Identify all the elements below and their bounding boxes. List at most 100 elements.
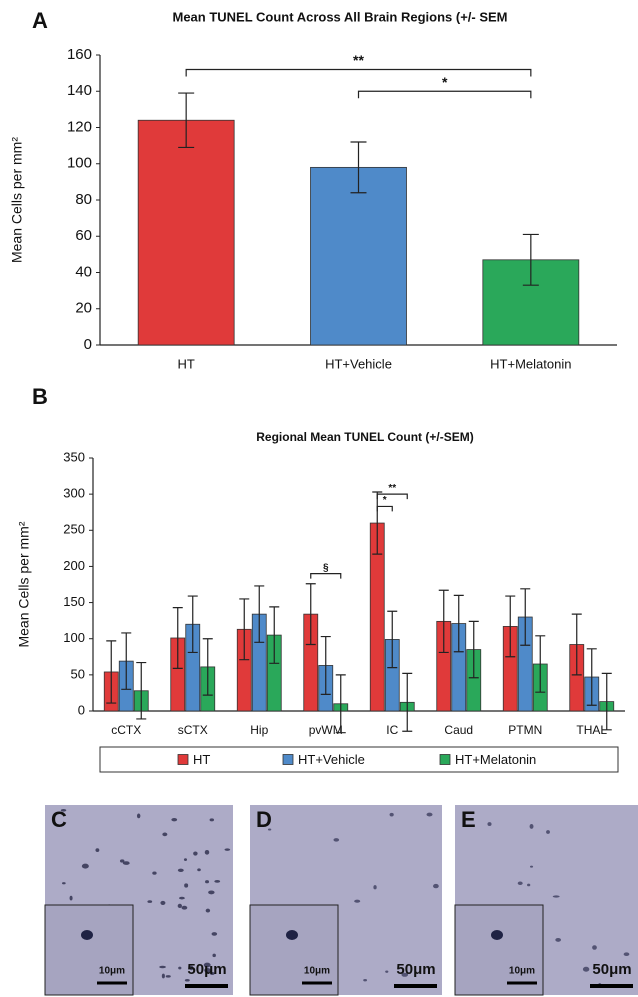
cell: [193, 851, 198, 856]
significance-label: **: [388, 483, 396, 494]
cell: [159, 965, 166, 969]
error-bar: [453, 594, 464, 653]
cell: [401, 972, 409, 977]
cell: [214, 880, 221, 883]
y-tick-label: 50: [71, 666, 85, 681]
cell: [546, 830, 550, 834]
cell: [181, 905, 188, 910]
error-bar: [520, 588, 531, 646]
y-tick-label: 0: [84, 336, 92, 353]
significance-label: *: [442, 74, 448, 90]
y-tick-label: 100: [67, 155, 92, 172]
micrograph: E 10μm 50μm: [454, 805, 638, 996]
error-bar: [586, 648, 597, 706]
error-bar: [178, 92, 195, 149]
legend-label: HT+Vehicle: [298, 752, 365, 767]
cell: [426, 812, 433, 817]
legend-swatch: [439, 754, 451, 765]
significance-label: §: [323, 562, 329, 573]
cell: [147, 900, 153, 903]
error-bar: [505, 595, 516, 658]
legend-swatch: [177, 754, 189, 765]
y-tick-label: 100: [63, 630, 85, 645]
inset-cell: [81, 930, 93, 940]
panel-label: A: [32, 8, 48, 33]
legend-label: HT+Melatonin: [455, 752, 536, 767]
x-tick-label: sCTX: [178, 723, 208, 737]
cell: [203, 962, 211, 968]
error-bar: [172, 607, 183, 669]
cell: [354, 899, 361, 903]
cell: [161, 973, 165, 979]
cell: [208, 890, 215, 895]
cell: [81, 863, 89, 869]
error-bar: [372, 491, 383, 555]
error-bar: [402, 672, 413, 732]
micrograph-label: E: [461, 807, 476, 832]
y-tick-label: 250: [63, 522, 85, 537]
cell: [184, 978, 190, 982]
cell: [555, 937, 561, 942]
cell: [529, 824, 534, 829]
chart-title: Mean TUNEL Count Across All Brain Region…: [172, 9, 507, 24]
cell: [160, 900, 166, 905]
error-bar: [239, 598, 250, 661]
cell: [95, 848, 100, 852]
cell: [205, 908, 211, 913]
x-tick-label: THAL: [576, 723, 607, 737]
error-bar: [320, 635, 331, 695]
cell: [592, 945, 597, 950]
error-bar: [202, 638, 213, 696]
cell: [62, 882, 66, 885]
cell: [179, 896, 185, 900]
inset-scale-label: 10μm: [99, 966, 125, 977]
error-bar: [438, 589, 449, 654]
y-tick-label: 20: [75, 300, 92, 317]
cell: [530, 865, 534, 868]
error-bar: [269, 606, 280, 664]
cell: [487, 822, 492, 827]
cell: [136, 813, 141, 819]
error-bar: [522, 233, 539, 286]
y-tick-label: 40: [75, 263, 92, 280]
x-tick-label: HT+Melatonin: [490, 356, 571, 371]
inset-scale-label: 10μm: [509, 966, 535, 977]
x-tick-label: IC: [386, 723, 398, 737]
y-tick-label: 200: [63, 558, 85, 573]
x-tick-label: cCTX: [111, 723, 141, 737]
y-tick-label: 120: [67, 118, 92, 135]
scale-label: 50μm: [187, 961, 226, 978]
cell: [197, 868, 201, 872]
cell: [171, 817, 178, 822]
significance-bracket: [310, 573, 342, 579]
cell: [552, 895, 560, 898]
micrograph-label: C: [51, 807, 67, 832]
cell: [582, 966, 590, 972]
inset-scale-label: 10μm: [304, 966, 330, 977]
error-bar: [254, 585, 265, 643]
cell: [385, 970, 389, 973]
cell: [177, 903, 182, 909]
significance-bracket: [376, 493, 408, 500]
error-bar: [601, 672, 612, 731]
error-bar: [335, 674, 346, 734]
cell: [209, 818, 215, 822]
cell: [69, 895, 73, 901]
error-bar: [350, 141, 367, 194]
cell: [122, 861, 130, 865]
cell: [373, 885, 377, 890]
y-tick-label: 60: [75, 227, 92, 244]
cell: [184, 883, 189, 888]
error-bar: [387, 610, 398, 669]
cell: [333, 838, 340, 842]
cell: [162, 832, 168, 837]
panel-label: B: [32, 384, 48, 409]
error-bar: [468, 620, 479, 679]
cell: [177, 868, 184, 872]
cell: [211, 932, 218, 936]
cell: [204, 967, 211, 973]
cell: [152, 871, 157, 875]
cell: [517, 881, 523, 886]
error-bar: [535, 635, 546, 693]
error-bar: [571, 613, 582, 676]
